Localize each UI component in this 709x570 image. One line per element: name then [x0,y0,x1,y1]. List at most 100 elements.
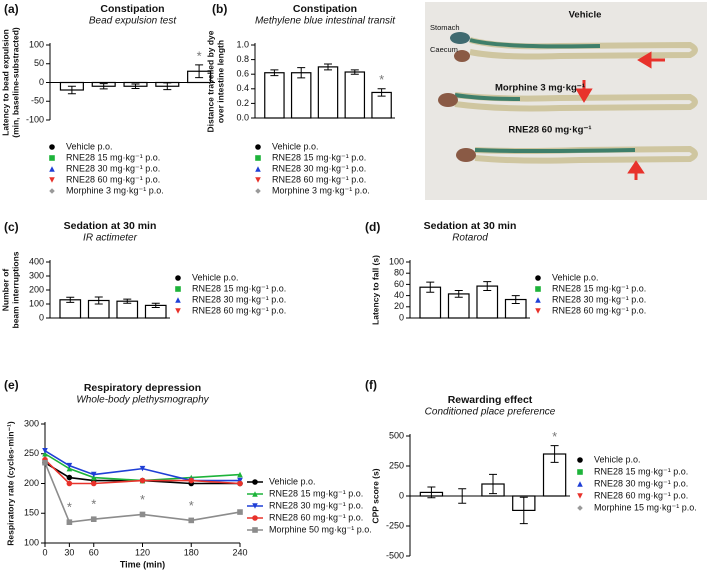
legend-marker [535,275,541,281]
legend-marker [49,155,55,161]
photo-label: RNE28 60 mg·kg⁻¹ [508,125,591,136]
photo: Vehicle Stomach Caecum Morphine 3 mg·kg⁻… [425,2,707,200]
dye [469,38,601,49]
y-tick-label: 100 [29,39,44,49]
y-tick-label: 0.6 [236,69,249,79]
y-tick-label: 0.0 [236,112,249,122]
point [237,477,243,484]
legend-marker [255,144,261,150]
point [90,471,97,478]
error-bar [483,281,492,292]
point [42,450,48,457]
error-bar [151,302,160,308]
error-bar [67,85,76,95]
legend-marker [255,177,261,183]
y-tick-label: 400 [29,256,44,266]
point [237,471,243,478]
legend-marker [49,144,55,150]
y-tick-label: 200 [29,284,44,294]
y-tick-label: -50 [31,96,44,106]
y-tick-label: 300 [29,270,44,280]
x-tick-label: 0 [42,547,47,557]
error-bar [454,290,463,298]
y-tick-label: 0.4 [236,83,249,93]
point [237,509,243,515]
legend-marker [577,457,583,463]
y-tick-label: 100 [29,298,44,308]
legend-label: Vehicle p.o. [552,272,599,282]
y-tick-label: 0 [399,490,404,500]
x-tick-label: 120 [135,547,150,557]
legend-label: Vehicle p.o. [66,141,113,151]
legend-label: RNE28 15 mg·kg⁻¹ p.o. [552,283,646,293]
point [188,517,195,524]
point [188,477,195,484]
error-bar [426,281,435,293]
y-tick-label: -500 [386,550,404,560]
annotation: * [140,492,145,507]
dye [454,93,521,101]
error-bar [297,67,306,79]
legend-label: Vehicle p.o. [272,141,319,151]
legend-marker [49,177,55,183]
legend-label: Morphine 50 mg·kg⁻¹ p.o. [269,524,372,534]
series-line [44,459,241,485]
error-bar [195,64,204,79]
y-axis-label: Latency to fall (s) [370,255,380,325]
error-bar [99,83,108,90]
legend-label: Morphine 3 mg·kg⁻¹ p.o. [272,185,370,195]
bar [317,66,339,119]
photo-label: Stomach [430,23,460,32]
caecum [454,50,470,62]
chart-subtitle: Conditioned place preference [425,407,556,418]
error-bar [550,445,559,463]
legend-label: RNE28 30 mg·kg⁻¹ p.o. [272,163,366,173]
x-tick-label: 30 [64,547,74,557]
annotation: * [67,500,72,515]
stomach [450,32,470,44]
legend-marker [175,286,181,292]
y-tick-label: 200 [24,478,39,488]
point [66,480,73,487]
chart-title: Constipation [100,3,164,15]
organ [456,148,476,162]
error-bar [427,486,436,499]
point [66,474,73,481]
y-axis-label: beam interruptions [10,251,20,328]
legend-label: RNE28 15 mg·kg⁻¹ p.o. [272,152,366,162]
annotation: * [91,497,96,512]
chart-title: Constipation [293,3,357,15]
chart-subtitle: Whole-body plethysmography [76,395,209,406]
photo-label: Caecum [430,45,458,54]
error-bar [131,83,140,89]
y-axis-label: Distance travelled by dye [205,30,215,132]
y-tick-label: 80 [394,268,404,278]
chart-subtitle: Methylene blue intestinal transit [255,16,396,27]
photo-label: Vehicle [569,10,602,21]
series-line [44,453,241,482]
point [90,474,97,481]
annotation: * [197,48,202,63]
legend-marker [535,286,541,292]
legend-marker [577,505,583,511]
legend-label: Morphine 15 mg·kg⁻¹ p.o. [594,502,697,512]
y-tick-label: 1.0 [236,39,249,49]
legend-label: RNE28 15 mg·kg⁻¹ p.o. [192,283,286,293]
y-tick-label: 100 [24,537,39,547]
y-tick-label: 0 [399,312,404,322]
legend-marker [577,481,583,487]
legend-marker [49,188,55,194]
error-bar [489,473,497,495]
legend-marker [252,503,258,509]
x-tick-label: 240 [232,547,247,557]
error-bar [163,82,172,91]
legend-marker [577,469,583,475]
legend-label: RNE28 30 mg·kg⁻¹ p.o. [594,478,688,488]
error-bar [123,298,132,304]
legend-label: Vehicle p.o. [594,454,641,464]
y-tick-label: 150 [24,508,39,518]
legend-label: Morphine 3 mg·kg⁻¹ p.o. [66,185,164,195]
y-axis-label: Respiratory rate (cycles·min⁻¹) [5,421,15,546]
legend-label: RNE28 60 mg·kg⁻¹ p.o. [594,490,688,500]
bar [344,71,366,119]
